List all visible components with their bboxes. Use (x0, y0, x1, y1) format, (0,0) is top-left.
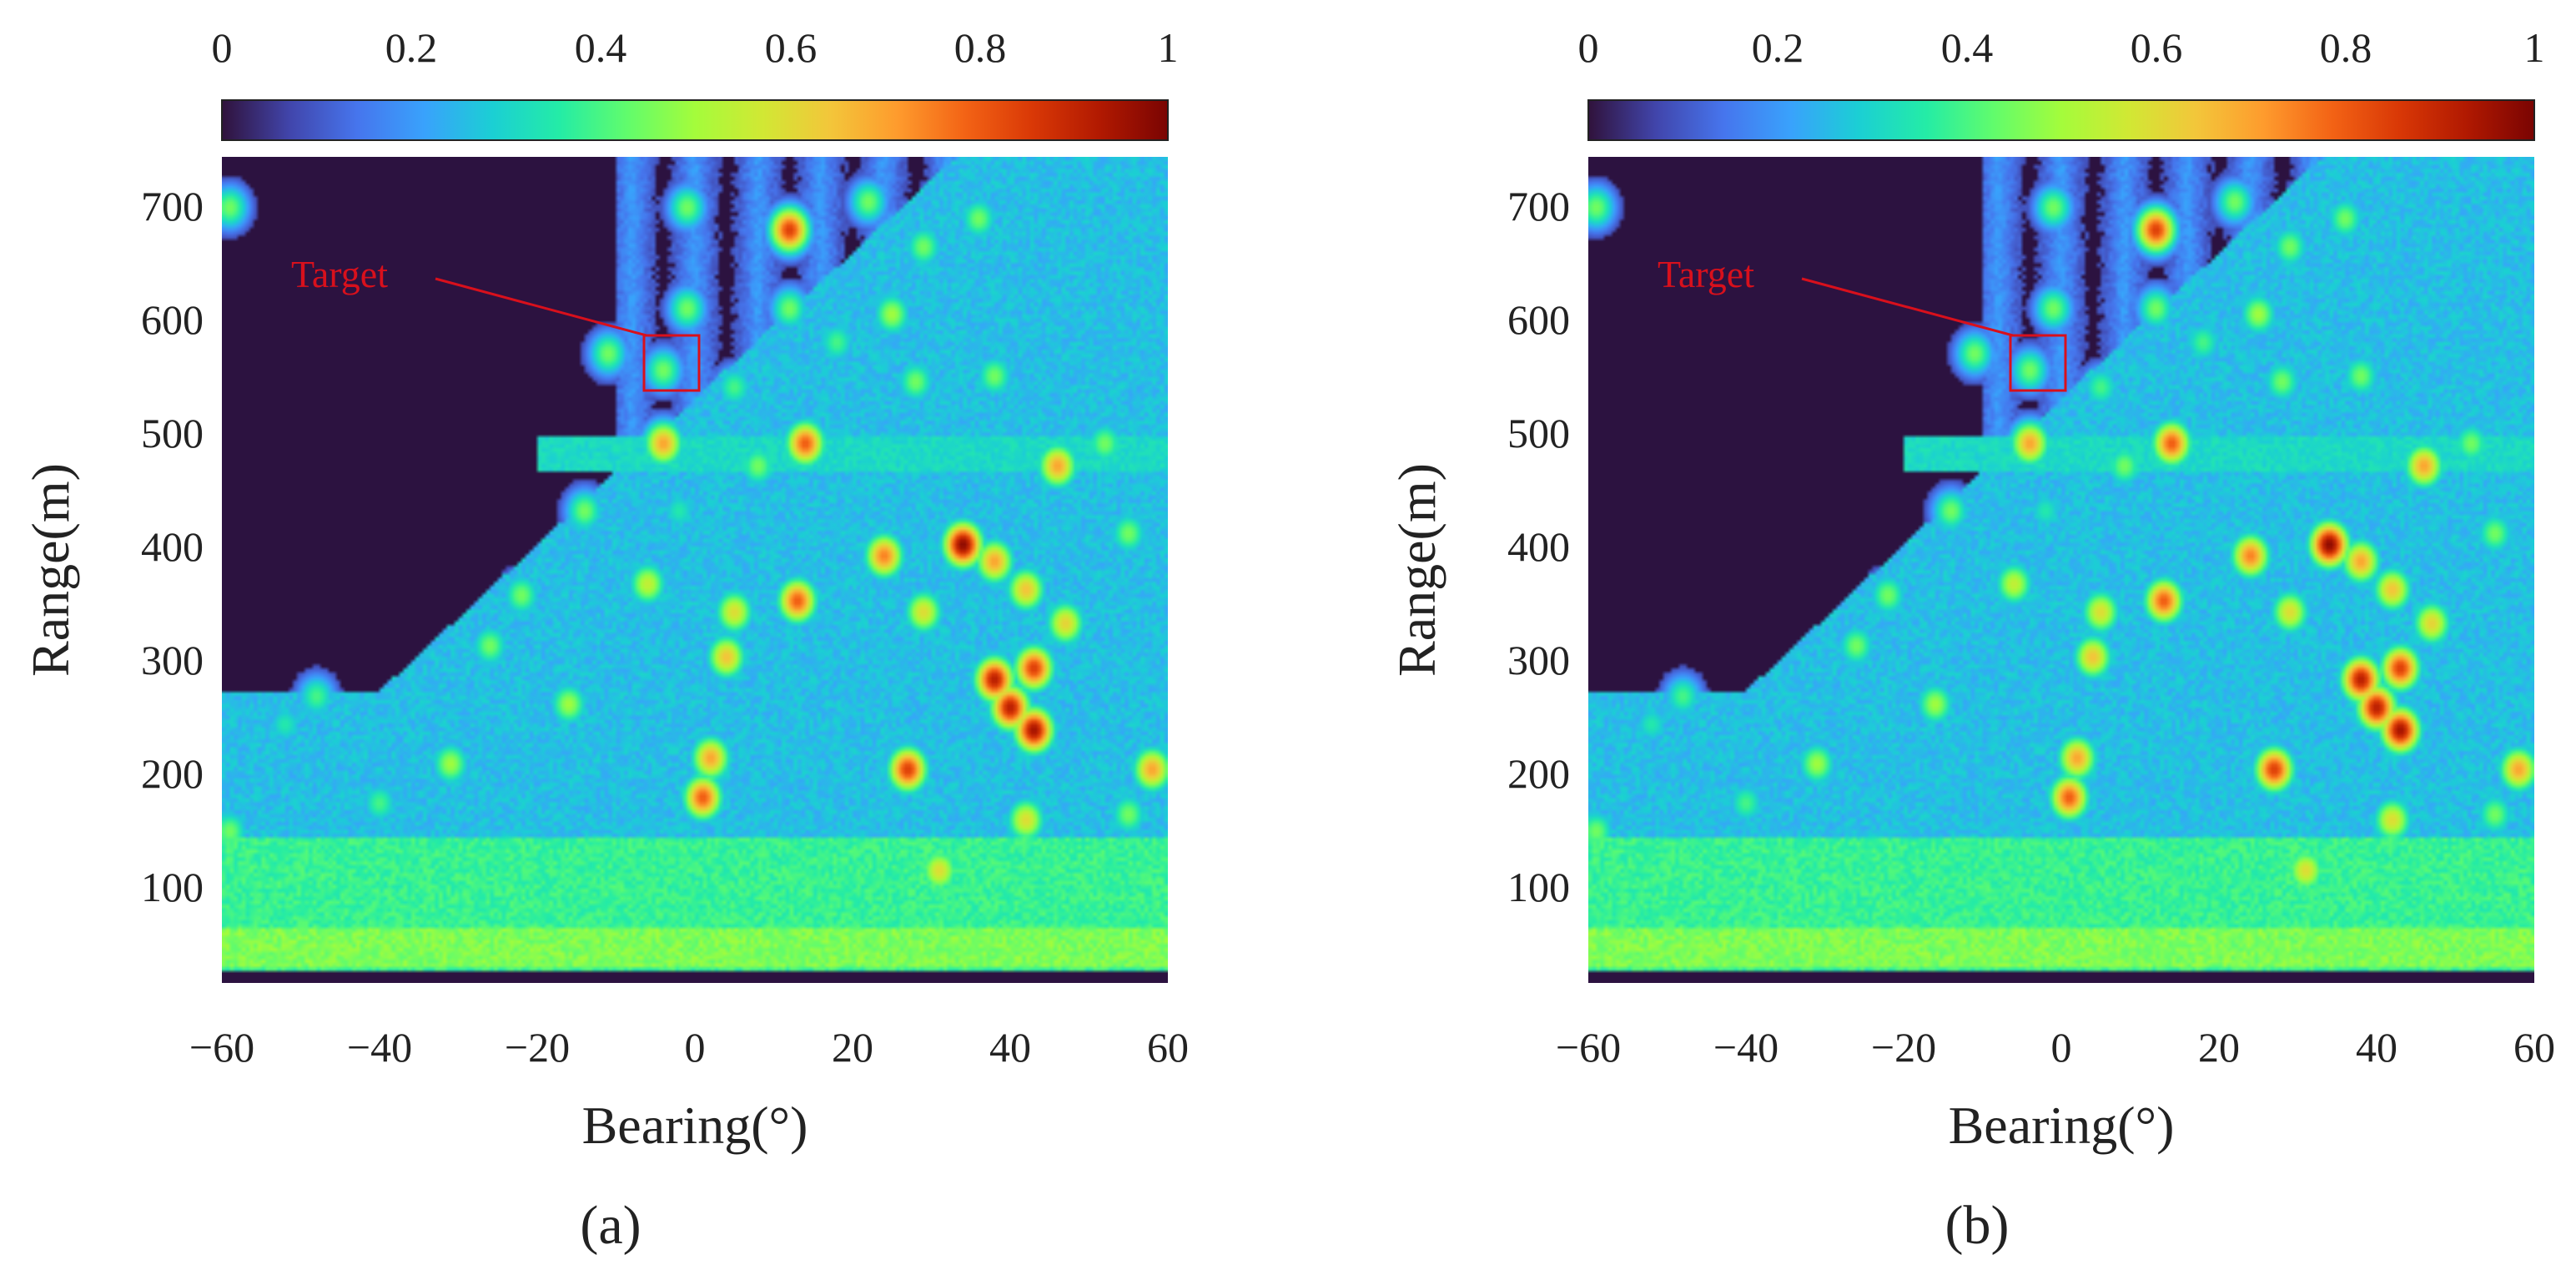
colorbar-tick: 0 (1578, 24, 1599, 71)
y-tick: 200 (1507, 750, 1570, 797)
y-tick: 700 (141, 183, 204, 229)
x-tick: 60 (2513, 1024, 2555, 1071)
colorbar-tick: 0.2 (385, 24, 438, 71)
x-tick: 40 (989, 1024, 1031, 1071)
target-box (2009, 334, 2067, 392)
panel-b: 0 0.2 0.4 0.6 0.8 1 700 600 500 400 300 … (1387, 24, 2555, 1256)
colorbar-tick: 1 (1158, 24, 1179, 71)
y-axis-label: Range(m) (1387, 463, 1446, 677)
y-tick: 300 (141, 637, 204, 683)
heatmap-image (222, 157, 1168, 983)
colorbar-tick: 0.8 (2320, 24, 2372, 71)
colorbar-tick: 0.4 (575, 24, 627, 71)
x-tick: −20 (505, 1024, 570, 1071)
panel-label: (a) (580, 1195, 641, 1256)
x-tick: −20 (1871, 1024, 1936, 1071)
x-tick: 60 (1147, 1024, 1189, 1071)
x-tick: 20 (2198, 1024, 2240, 1071)
target-annotation-label: Target (1658, 253, 1754, 295)
x-tick: 0 (2051, 1024, 2072, 1071)
panel-label: (b) (1945, 1195, 2010, 1256)
x-axis-label: Bearing(°) (1949, 1096, 2175, 1155)
colorbar-tick: 0.6 (2131, 24, 2183, 71)
y-tick: 100 (1507, 864, 1570, 910)
x-axis-label: Bearing(°) (582, 1096, 808, 1155)
x-tick: −60 (189, 1024, 254, 1071)
y-tick: 100 (141, 864, 204, 910)
x-tick: 40 (2356, 1024, 2397, 1071)
y-tick: 400 (141, 523, 204, 570)
x-tick: −40 (347, 1024, 412, 1071)
target-box (642, 334, 701, 392)
y-tick: 200 (141, 750, 204, 797)
y-tick: 600 (1507, 296, 1570, 343)
x-tick: −40 (1713, 1024, 1779, 1071)
colorbar (1587, 99, 2535, 141)
target-leader-line (435, 277, 647, 337)
colorbar-tick: 0.4 (1941, 24, 1994, 71)
panel-a: 0 0.2 0.4 0.6 0.8 1 700 600 500 400 300 … (21, 24, 1189, 1256)
heatmap-image (1588, 157, 2534, 983)
x-tick: 0 (685, 1024, 706, 1071)
y-axis-label: Range(m) (21, 463, 80, 677)
colorbar-tick: 1 (2524, 24, 2545, 71)
y-tick: 500 (141, 410, 204, 456)
y-tick: 700 (1507, 183, 1570, 229)
x-tick: −60 (1556, 1024, 1621, 1071)
colorbar (221, 99, 1169, 141)
x-tick: 20 (832, 1024, 873, 1071)
target-leader-line (1801, 277, 2014, 337)
colorbar-tick: 0.6 (765, 24, 818, 71)
colorbar-tick: 0 (212, 24, 233, 71)
colorbar-tick: 0.2 (1752, 24, 1804, 71)
target-annotation-label: Target (291, 253, 388, 295)
y-tick: 500 (1507, 410, 1570, 456)
y-tick: 400 (1507, 523, 1570, 570)
colorbar-tick: 0.8 (954, 24, 1007, 71)
y-tick: 600 (141, 296, 204, 343)
y-tick: 300 (1507, 637, 1570, 683)
